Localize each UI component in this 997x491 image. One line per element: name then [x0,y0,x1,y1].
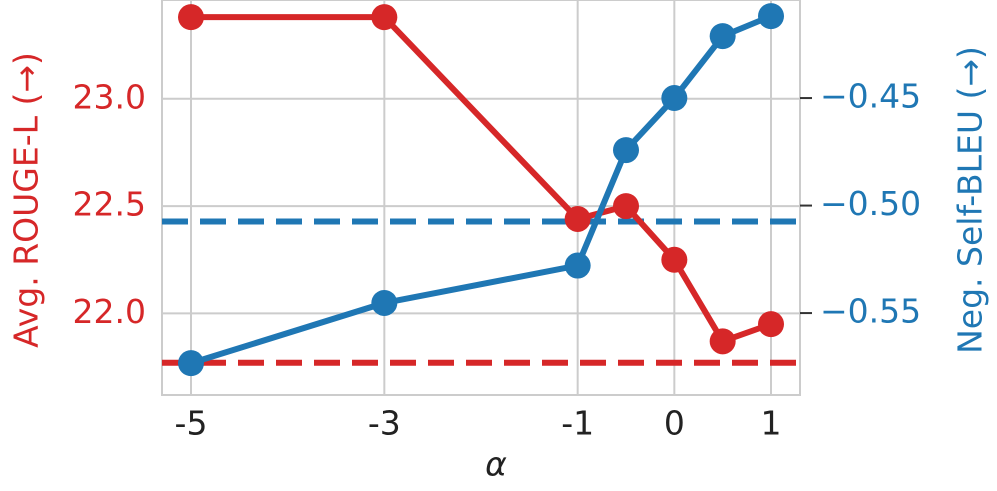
series-marker [178,350,204,377]
x-tick-label: -5 [175,404,208,443]
series-marker [178,4,204,31]
series-line [190,13,773,367]
x-tick-label: -3 [368,404,401,443]
series-marker [661,246,688,273]
series-marker [564,252,591,279]
y-tick-label: 22.0 [73,292,146,331]
series-marker [564,205,591,232]
x-tick-label: 0 [664,404,685,443]
series-line [191,14,773,345]
x-axis-label: α [485,445,507,484]
series-marker [709,328,736,355]
y2-tick-label: −0.45 [820,77,921,116]
y2-tick-label: −0.50 [820,184,921,223]
y-tick-label: 22.5 [73,185,146,224]
plot-frame [161,0,801,396]
series-marker [758,3,784,30]
series-marker [709,23,736,50]
series-marker [613,137,639,164]
y2-axis-label: Neg. Self-BLEU (→) [951,46,990,354]
series-marker [758,311,784,338]
series-marker [371,289,398,316]
x-tick-label: -1 [561,404,594,443]
y-axis-label: Avg. ROUGE-L (→) [7,52,46,348]
series-marker [613,193,639,220]
x-tick-label: 1 [761,404,782,443]
series-marker [371,4,398,31]
y2-tick-label: −0.55 [820,292,921,331]
y-tick-label: 23.0 [73,77,146,116]
series-marker [661,85,688,112]
